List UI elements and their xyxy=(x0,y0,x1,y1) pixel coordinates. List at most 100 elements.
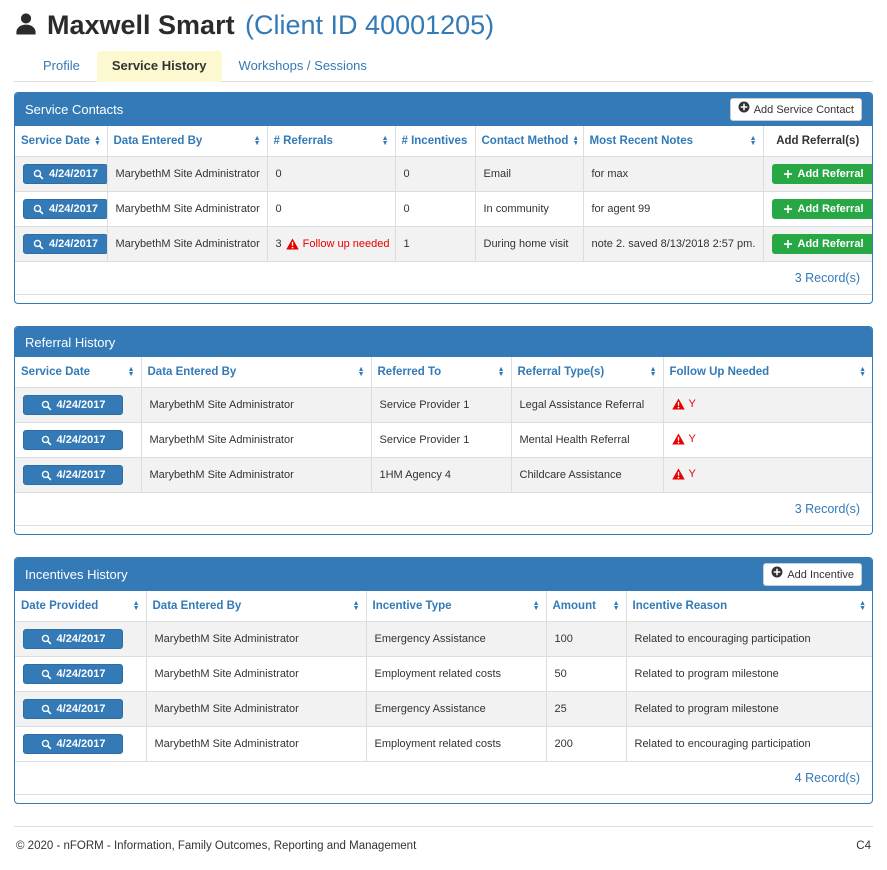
entered_by-cell: MarybethM Site Administrator xyxy=(146,691,367,727)
magnifier-icon xyxy=(33,204,44,214)
referral-history-panel: Referral History Service Date ▲ ▼ Data Ente… xyxy=(14,326,873,535)
column-header-data-entered-by[interactable]: Data Entered By ▲ ▼ xyxy=(107,126,268,157)
service-contacts-heading: Service Contacts Add Service Contact xyxy=(15,93,872,126)
column-header-most-recent-notes[interactable]: Most Recent Notes ▲ ▼ xyxy=(583,126,764,157)
column-header-service-date[interactable]: Service Date ▲ ▼ xyxy=(15,126,108,157)
footer-page-code: C4 xyxy=(856,840,871,852)
tab-bar: Profile Service History Workshops / Sessio… xyxy=(14,51,873,82)
tab-link-profile[interactable]: Profile xyxy=(43,58,80,73)
column-label: Incentive Type xyxy=(372,600,452,612)
column-header-service-date[interactable]: Service Date ▲ ▼ xyxy=(15,357,142,388)
sort-icon: ▲▼ xyxy=(572,135,576,147)
footer-copyright: © 2020 - nFORM - Information, Family Out… xyxy=(16,840,417,852)
column-header-add-referral-s: Add Referral(s) xyxy=(763,126,872,157)
incentives-cell: 0 xyxy=(395,156,476,192)
date-label: 4/24/2017 xyxy=(49,168,98,180)
add-referral-cell: Add Referral xyxy=(763,191,872,227)
view-date-button[interactable]: 4/24/2017 xyxy=(23,199,106,219)
panel-footer-strip xyxy=(15,525,872,534)
add-referral-button[interactable]: Add Referral xyxy=(771,234,872,254)
view-date-button[interactable]: 4/24/2017 xyxy=(23,430,123,450)
tab-link-service-history[interactable]: Service History xyxy=(96,51,222,82)
table-row: 4/24/2017 MarybethM Site Administrator Ser… xyxy=(15,387,872,423)
sort-icon: ▲▼ xyxy=(497,366,505,378)
date-label: 4/24/2017 xyxy=(56,703,106,715)
column-header-incentive-reason[interactable]: Incentive Reason ▲ ▼ xyxy=(626,591,872,622)
column-label: Data Entered By xyxy=(147,366,237,378)
referred_to-cell: 1HM Agency 4 xyxy=(371,457,512,493)
date-label: 4/24/2017 xyxy=(56,668,106,680)
magnifier-icon xyxy=(33,169,44,179)
column-header-amount[interactable]: Amount ▲ ▼ xyxy=(546,591,627,622)
incentives-history-panel: Incentives History Add Incentive Date Pr… xyxy=(14,557,873,804)
view-date-button[interactable]: 4/24/2017 xyxy=(23,629,123,649)
column-header-referrals[interactable]: # Referrals ▲ ▼ xyxy=(267,126,396,157)
notes-cell: for agent 99 xyxy=(583,191,764,227)
incentive_type-cell: Employment related costs xyxy=(366,726,547,762)
column-header-incentives[interactable]: # Incentives▲▼ xyxy=(395,126,476,157)
view-date-button[interactable]: 4/24/2017 xyxy=(23,164,106,184)
page-title: Maxwell Smart (Client ID 40001205) xyxy=(47,10,494,41)
tab-service-history: Service History xyxy=(96,51,222,82)
column-label: Incentive Reason xyxy=(632,600,728,612)
view-date-button[interactable]: 4/24/2017 xyxy=(23,234,106,254)
date-cell: 4/24/2017 xyxy=(15,621,147,657)
column-header-referral-type-s[interactable]: Referral Type(s) ▲ ▼ xyxy=(511,357,664,388)
warning-icon xyxy=(671,398,685,409)
follow-up-value: Y xyxy=(688,397,696,410)
plus-icon xyxy=(783,169,792,179)
sort-icon: ▲▼ xyxy=(253,135,261,147)
service-contacts-table: Service Date ▲ ▼ Data Entered By ▲ ▼ # Referra… xyxy=(15,126,872,262)
record-count: 3 Record(s) xyxy=(794,502,860,516)
table-header-row: Service Date ▲ ▼ Data Entered By ▲ ▼ Referred … xyxy=(15,357,872,388)
column-header-data-entered-by[interactable]: Data Entered By ▲ ▼ xyxy=(141,357,372,388)
add-referral-button[interactable]: Add Referral xyxy=(771,199,872,219)
table-row: 4/24/2017 MarybethM Site Administrator Ser… xyxy=(15,422,872,458)
column-header-date-provided[interactable]: Date Provided ▲ ▼ xyxy=(15,591,147,622)
table-header-row: Date Provided ▲ ▼ Data Entered By ▲ ▼ Incentiv… xyxy=(15,591,872,622)
service-contacts-panel: Service Contacts Add Service Contact Ser… xyxy=(14,92,873,304)
amount-cell: 50 xyxy=(546,656,627,692)
referred_to-cell: Service Provider 1 xyxy=(371,422,512,458)
referral_type-cell: Childcare Assistance xyxy=(511,457,664,493)
column-header-data-entered-by[interactable]: Data Entered By ▲ ▼ xyxy=(146,591,367,622)
warning-icon xyxy=(285,238,299,250)
date-label: 4/24/2017 xyxy=(49,238,98,250)
add-incentive-button[interactable]: Add Incentive xyxy=(763,563,862,586)
sort-icon: ▲▼ xyxy=(612,600,620,612)
view-date-button[interactable]: 4/24/2017 xyxy=(23,465,123,485)
plus-circle-icon xyxy=(771,566,783,583)
table-row: 4/24/2017 MarybethM Site Administrator 3 Fo… xyxy=(15,226,872,262)
warning-icon xyxy=(671,468,685,479)
entered_by-cell: MarybethM Site Administrator xyxy=(146,656,367,692)
client-name: Maxwell Smart xyxy=(47,10,235,40)
referrals-count: 3 xyxy=(275,238,282,250)
notes-cell: for max xyxy=(583,156,764,192)
add-referral-button[interactable]: Add Referral xyxy=(771,164,872,184)
tab-link-workshops-sessions[interactable]: Workshops / Sessions xyxy=(238,58,367,73)
sort-icon: ▲▼ xyxy=(532,600,540,612)
column-header-incentive-type[interactable]: Incentive Type ▲ ▼ xyxy=(366,591,547,622)
date-label: 4/24/2017 xyxy=(56,633,106,645)
incentive_type-cell: Employment related costs xyxy=(366,656,547,692)
column-label: Data Entered By xyxy=(152,600,242,612)
magnifier-icon xyxy=(41,634,52,644)
view-date-button[interactable]: 4/24/2017 xyxy=(23,699,123,719)
date-cell: 4/24/2017 xyxy=(15,422,142,458)
sort-icon: ▲▼ xyxy=(859,600,866,612)
entered_by-cell: MarybethM Site Administrator xyxy=(146,621,367,657)
referrals-cell: 0 xyxy=(267,191,396,227)
add-service-contact-button[interactable]: Add Service Contact xyxy=(729,98,862,121)
date-cell: 4/24/2017 xyxy=(15,387,142,423)
incentive_type-cell: Emergency Assistance xyxy=(366,621,547,657)
column-header-follow-up-needed[interactable]: Follow Up Needed ▲ ▼ xyxy=(663,357,872,388)
column-label: # Incentives xyxy=(401,135,468,147)
follow-up-cell: Y xyxy=(663,457,872,493)
entered_by-cell: MarybethM Site Administrator xyxy=(107,156,268,192)
column-header-referred-to[interactable]: Referred To ▲ ▼ xyxy=(371,357,512,388)
view-date-button[interactable]: 4/24/2017 xyxy=(23,664,123,684)
view-date-button[interactable]: 4/24/2017 xyxy=(23,734,123,754)
column-header-contact-method[interactable]: Contact Method▲▼ xyxy=(475,126,584,157)
view-date-button[interactable]: 4/24/2017 xyxy=(23,395,123,415)
